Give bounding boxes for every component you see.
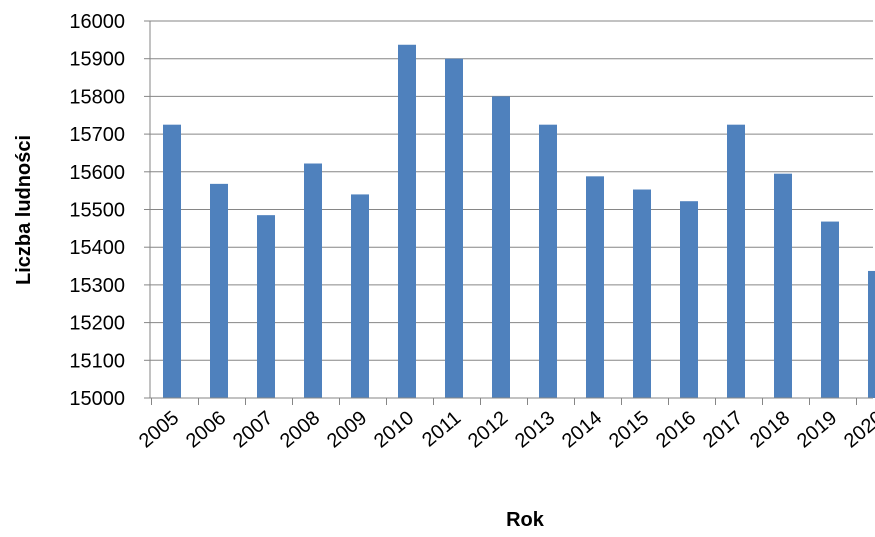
y-tick-label: 15600	[69, 162, 125, 184]
bar	[445, 58, 463, 398]
y-tick-label: 15900	[69, 49, 125, 71]
x-tick-label: 2014	[558, 407, 606, 452]
x-tick-label: 2009	[323, 407, 371, 452]
bar	[539, 124, 557, 399]
bar	[492, 96, 510, 399]
x-tick-label: 2012	[464, 407, 512, 452]
x-tick-label: 2007	[229, 407, 277, 452]
x-tick-label: 2018	[746, 407, 794, 452]
bar	[163, 124, 181, 399]
bar	[351, 194, 369, 398]
bar	[210, 183, 228, 398]
y-tick-label: 15000	[69, 388, 125, 410]
y-tick-label: 15700	[69, 124, 125, 146]
y-tick-label: 15100	[69, 350, 125, 372]
x-tick-label: 2013	[511, 407, 559, 452]
y-tick-label: 15500	[69, 200, 125, 222]
bar	[680, 201, 698, 398]
x-tick-label: 2005	[135, 407, 183, 452]
x-tick-label: 2017	[699, 407, 747, 452]
bar	[633, 189, 651, 398]
axes	[144, 20, 873, 405]
bar	[304, 163, 322, 398]
bar	[398, 44, 416, 398]
bar	[727, 124, 745, 399]
y-tick-label: 15800	[69, 86, 125, 108]
bars	[163, 44, 875, 399]
bar	[586, 176, 604, 398]
bar	[774, 173, 792, 398]
x-tick-label: 2019	[793, 407, 841, 452]
y-tick-labels: 15000 15100 15200 15300 15400 15500 15600 15700…	[69, 11, 125, 410]
y-tick-label: 15300	[69, 275, 125, 297]
y-axis-title: Liczba ludności	[13, 135, 35, 285]
x-tick-label: 2015	[605, 407, 653, 452]
x-tick-label: 2008	[276, 407, 324, 452]
x-axis-title: Rok	[506, 509, 545, 531]
y-tick-label: 15400	[69, 237, 125, 259]
x-tick-label: 2016	[652, 407, 700, 452]
bar	[868, 270, 875, 398]
x-tick-label: 2020	[840, 407, 875, 452]
y-tick-label: 16000	[69, 11, 125, 33]
y-tick-label: 15200	[69, 313, 125, 335]
bar	[821, 221, 839, 398]
x-tick-label: 2011	[418, 407, 465, 452]
bar	[257, 215, 275, 398]
x-tick-label: 2010	[370, 407, 418, 452]
x-tick-label: 2006	[182, 407, 230, 452]
